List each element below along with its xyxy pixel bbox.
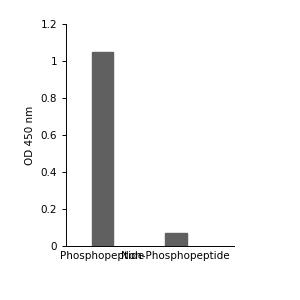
Y-axis label: OD 450 nm: OD 450 nm bbox=[25, 105, 35, 165]
Bar bbox=[165, 233, 187, 246]
Bar bbox=[92, 52, 113, 246]
